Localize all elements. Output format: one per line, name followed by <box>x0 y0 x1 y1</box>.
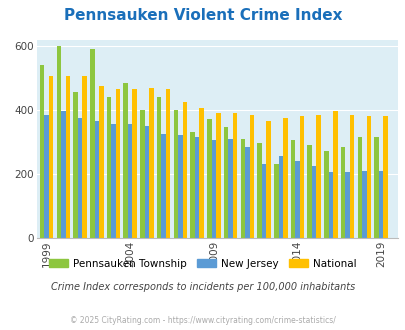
Bar <box>282 118 287 238</box>
Bar <box>173 110 178 238</box>
Bar <box>349 115 354 238</box>
Bar <box>156 97 161 238</box>
Bar <box>107 97 111 238</box>
Bar <box>111 124 115 238</box>
Bar <box>215 113 220 238</box>
Bar <box>49 76 53 238</box>
Bar <box>99 86 103 238</box>
Bar <box>316 115 320 238</box>
Bar <box>132 89 136 238</box>
Bar <box>194 137 199 238</box>
Bar <box>144 126 149 238</box>
Bar <box>333 112 337 238</box>
Bar <box>115 89 120 238</box>
Bar <box>199 108 203 238</box>
Legend: Pennsauken Township, New Jersey, National: Pennsauken Township, New Jersey, Nationa… <box>45 254 360 273</box>
Bar <box>223 127 228 238</box>
Bar <box>323 151 328 238</box>
Bar <box>56 46 61 238</box>
Bar <box>40 65 44 238</box>
Bar <box>357 137 361 238</box>
Bar <box>166 89 170 238</box>
Bar <box>161 134 166 238</box>
Bar <box>228 139 232 238</box>
Bar <box>361 171 366 238</box>
Bar <box>44 115 49 238</box>
Bar <box>266 121 270 238</box>
Bar <box>73 92 78 238</box>
Bar <box>140 110 144 238</box>
Text: Crime Index corresponds to incidents per 100,000 inhabitants: Crime Index corresponds to incidents per… <box>51 282 354 292</box>
Bar <box>207 119 211 238</box>
Bar <box>245 147 249 238</box>
Bar <box>94 121 99 238</box>
Bar <box>378 171 382 238</box>
Bar <box>232 113 237 238</box>
Bar <box>328 172 333 238</box>
Bar <box>299 116 303 238</box>
Bar <box>211 140 215 238</box>
Bar <box>290 140 294 238</box>
Bar <box>128 124 132 238</box>
Bar <box>373 137 378 238</box>
Bar <box>240 139 245 238</box>
Bar <box>382 116 387 238</box>
Bar <box>178 135 182 238</box>
Bar <box>311 166 316 238</box>
Text: © 2025 CityRating.com - https://www.cityrating.com/crime-statistics/: © 2025 CityRating.com - https://www.city… <box>70 316 335 325</box>
Bar <box>294 161 299 238</box>
Bar <box>149 87 153 238</box>
Bar <box>278 156 282 238</box>
Bar <box>273 164 278 238</box>
Bar <box>182 102 187 238</box>
Bar <box>257 144 261 238</box>
Bar <box>123 83 128 238</box>
Bar <box>65 76 70 238</box>
Bar <box>345 172 349 238</box>
Bar <box>366 116 370 238</box>
Bar <box>249 115 254 238</box>
Bar <box>261 164 266 238</box>
Text: Pennsauken Violent Crime Index: Pennsauken Violent Crime Index <box>64 8 341 23</box>
Bar <box>61 112 65 238</box>
Bar <box>190 132 194 238</box>
Bar <box>340 147 345 238</box>
Bar <box>78 118 82 238</box>
Bar <box>90 49 94 238</box>
Bar <box>82 76 87 238</box>
Bar <box>307 145 311 238</box>
